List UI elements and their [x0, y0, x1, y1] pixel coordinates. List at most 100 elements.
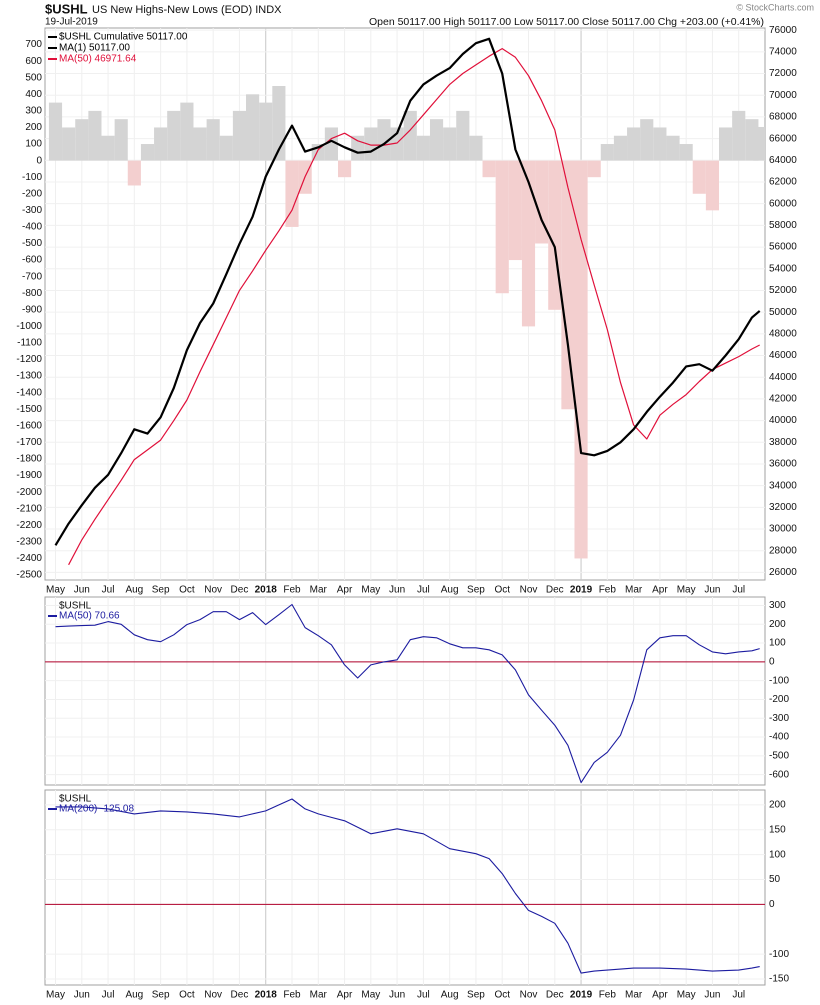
legend-label: MA(50) 70.66: [59, 611, 120, 622]
histogram-bar: [482, 160, 496, 178]
y-tick-label: 0: [769, 657, 775, 668]
histogram-bar: [627, 127, 641, 161]
y-tick-label: 32000: [769, 502, 797, 513]
x-tick-label: Feb: [599, 990, 617, 1000]
x-tick-label: Jun: [74, 990, 90, 1000]
y-tick-label: 50: [769, 874, 781, 885]
x-tick-label: 2019: [570, 585, 593, 596]
histogram-bar: [561, 160, 575, 410]
y-tick-label: -1000: [16, 321, 42, 332]
y-tick-label: 28000: [769, 545, 797, 556]
y-tick-label: -300: [769, 713, 789, 724]
x-tick-label: May: [46, 585, 65, 596]
histogram-bar: [719, 127, 733, 161]
y-tick-label: -100: [769, 675, 789, 686]
x-tick-label: Mar: [310, 990, 328, 1000]
histogram-bar: [193, 127, 207, 161]
x-tick-label: Jul: [732, 585, 745, 596]
y-tick-label: 150: [769, 824, 786, 835]
x-tick-label: Jul: [417, 585, 430, 596]
histogram-bar: [232, 110, 247, 161]
y-tick-label: 54000: [769, 263, 797, 274]
y-tick-label: 200: [769, 619, 786, 630]
y-tick-label: -2500: [16, 570, 42, 581]
y-tick-label: -1500: [16, 404, 42, 415]
y-tick-label: 40000: [769, 415, 797, 426]
y-tick-label: 50000: [769, 307, 797, 318]
histogram-bar: [285, 160, 299, 227]
histogram-bar: [101, 135, 115, 161]
y-tick-label: -2000: [16, 487, 42, 498]
x-tick-label: Oct: [494, 585, 510, 596]
x-tick-label: Nov: [204, 585, 222, 596]
y-tick-label: -600: [22, 255, 42, 266]
x-tick-label: Jul: [102, 585, 115, 596]
histogram-bar: [535, 160, 549, 244]
y-tick-label: -1200: [16, 354, 42, 365]
y-tick-label: 200: [25, 122, 42, 133]
y-tick-label: -150: [769, 974, 789, 985]
histogram-bar: [508, 160, 522, 261]
panel-frame: [44, 789, 766, 986]
y-tick-label: -200: [769, 694, 789, 705]
y-tick-label: 200: [769, 800, 786, 811]
histogram-bar: [75, 119, 89, 161]
x-tick-label: Feb: [283, 585, 301, 596]
y-tick-label: 38000: [769, 437, 797, 448]
x-tick-label: May: [677, 990, 696, 1000]
histogram-bar: [443, 127, 457, 161]
x-tick-label: Jul: [102, 990, 115, 1000]
histogram-bar: [653, 127, 667, 161]
histogram-bar: [167, 110, 181, 161]
x-tick-label: Mar: [625, 585, 643, 596]
y-tick-label: -500: [769, 751, 789, 762]
date: 19-Jul-2019: [45, 17, 98, 28]
x-tick-label: Sep: [467, 990, 485, 1000]
histogram-bar: [351, 135, 365, 161]
histogram-bar: [48, 102, 63, 161]
y-tick-label: 0: [769, 899, 775, 910]
x-tick-label: 2019: [570, 990, 593, 1000]
y-tick-label: 64000: [769, 155, 797, 166]
y-tick-label: -600: [769, 769, 789, 780]
histogram-bar: [403, 110, 417, 161]
y-tick-label: 100: [25, 139, 42, 150]
x-tick-label: Oct: [494, 990, 510, 1000]
histogram-bar: [127, 160, 141, 186]
legend-label: $USHL Cumulative 50117.00: [59, 32, 188, 43]
y-tick-label: 60000: [769, 198, 797, 209]
histogram-bar: [753, 126, 765, 161]
histogram-bar: [469, 135, 483, 161]
panel-label: $USHL: [59, 794, 92, 805]
histogram-bar: [429, 119, 444, 161]
y-tick-label: -1800: [16, 454, 42, 465]
y-tick-label: -1300: [16, 371, 42, 382]
symbol: $USHL: [45, 1, 88, 16]
y-tick-label: 34000: [769, 480, 797, 491]
x-tick-label: Sep: [152, 585, 170, 596]
x-tick-label: Dec: [231, 990, 249, 1000]
y-tick-label: 26000: [769, 567, 797, 578]
histogram-bar: [140, 144, 155, 161]
histogram-bar: [88, 110, 102, 161]
x-tick-label: Dec: [546, 990, 564, 1000]
histogram-bar: [219, 135, 233, 161]
histogram-bar: [114, 119, 128, 161]
y-tick-label: -100: [22, 172, 42, 183]
x-tick-label: Mar: [310, 585, 328, 596]
legend-label: MA(1) 50117.00: [59, 43, 130, 54]
quote: Open 50117.00 High 50117.00 Low 50117.00…: [369, 16, 764, 28]
x-tick-label: Nov: [520, 990, 538, 1000]
y-tick-label: -400: [22, 222, 42, 233]
x-tick-label: Apr: [337, 990, 353, 1000]
x-tick-label: Jul: [732, 990, 745, 1000]
panel-frame: [44, 27, 766, 581]
y-tick-label: 500: [25, 72, 42, 83]
x-tick-label: Apr: [652, 585, 668, 596]
y-tick-label: -200: [22, 188, 42, 199]
histogram-bar: [640, 119, 654, 161]
y-tick-label: 300: [25, 106, 42, 117]
y-tick-label: -500: [22, 238, 42, 249]
x-tick-label: Oct: [179, 585, 195, 596]
